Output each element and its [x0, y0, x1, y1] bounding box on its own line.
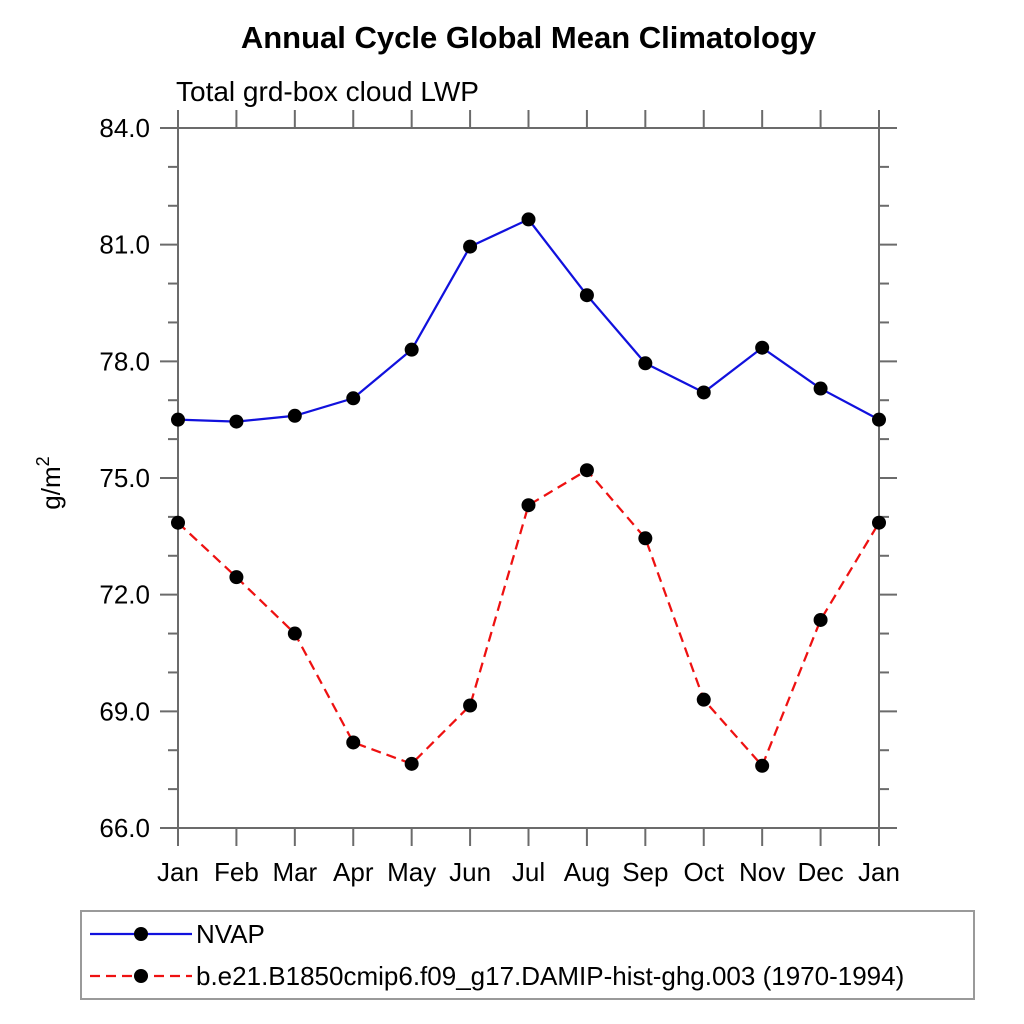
data-point-marker	[463, 698, 478, 713]
legend-sample-marker	[134, 927, 148, 941]
legend: NVAP b.e21.B1850cmip6.f09_g17.DAMIP-hist…	[80, 910, 975, 1000]
legend-label-nvap: NVAP	[196, 918, 265, 949]
data-point-marker	[813, 612, 828, 627]
data-point-marker	[579, 288, 594, 303]
x-tick-label: Dec	[797, 857, 843, 887]
y-tick-label: 81.0	[99, 230, 150, 260]
y-tick-label: 66.0	[99, 813, 150, 843]
legend-label-model: b.e21.B1850cmip6.f09_g17.DAMIP-hist-ghg.…	[196, 960, 905, 991]
y-axis-ticks	[160, 127, 897, 829]
data-point-marker	[521, 498, 536, 513]
x-tick-label: Aug	[564, 857, 610, 887]
x-tick-label: Apr	[333, 857, 374, 887]
x-axis-ticks	[177, 110, 880, 846]
data-point-marker	[171, 412, 185, 427]
x-axis-tick-labels: Jan Feb Mar Apr May Jun Jul Aug Sep Oct Nov Dec Jan	[157, 857, 900, 887]
x-tick-label: Jul	[512, 857, 545, 887]
x-tick-label: Sep	[622, 857, 668, 887]
data-point-marker	[813, 381, 828, 396]
y-tick-label: 78.0	[99, 346, 150, 376]
y-axis-label: g/m2	[33, 456, 66, 509]
x-tick-label: Oct	[684, 857, 725, 887]
data-point-marker	[696, 385, 711, 400]
legend-item-model: b.e21.B1850cmip6.f09_g17.DAMIP-hist-ghg.…	[88, 955, 973, 997]
chart-title: Annual Cycle Global Mean Climatology	[240, 20, 817, 55]
data-point-marker	[696, 692, 711, 707]
data-point-marker	[463, 239, 478, 254]
x-tick-label: Feb	[214, 857, 259, 887]
x-tick-label: Nov	[739, 857, 785, 887]
data-point-marker	[638, 531, 653, 546]
data-point-marker	[755, 758, 770, 773]
x-tick-label: Mar	[272, 857, 317, 887]
data-point-marker	[404, 756, 419, 771]
x-tick-label: Jan	[858, 857, 900, 887]
x-tick-label: Jan	[157, 857, 199, 887]
data-point-marker	[755, 340, 770, 355]
legend-line-sample-model	[88, 966, 194, 986]
x-tick-label: May	[387, 857, 436, 887]
data-point-marker	[171, 515, 185, 530]
legend-sample-svg	[90, 969, 192, 983]
y-axis-tick-labels: 84.0 81.0 78.0 75.0 72.0 69.0 66.0	[99, 113, 150, 843]
data-point-marker	[229, 414, 244, 429]
chart-subtitle: Total grd-box cloud LWP	[176, 76, 479, 107]
data-point-marker	[229, 570, 244, 585]
legend-item-nvap: NVAP	[88, 913, 973, 955]
nvap-series	[171, 212, 886, 429]
data-point-marker	[346, 735, 361, 750]
y-tick-label: 75.0	[99, 463, 150, 493]
legend-sample-marker	[134, 969, 148, 983]
series-line	[177, 468, 880, 768]
series-line	[177, 217, 880, 423]
model-series	[171, 463, 886, 773]
y-tick-label: 84.0	[99, 113, 150, 143]
data-point-marker	[346, 391, 361, 406]
data-point-marker	[638, 356, 653, 371]
data-point-marker	[872, 412, 886, 427]
data-point-marker	[521, 212, 536, 227]
legend-sample-svg	[90, 927, 192, 941]
y-tick-label: 72.0	[99, 580, 150, 610]
x-tick-label: Jun	[449, 857, 491, 887]
data-point-marker	[287, 408, 302, 423]
y-tick-label: 69.0	[99, 696, 150, 726]
data-point-marker	[579, 463, 594, 478]
legend-line-sample-nvap	[88, 924, 194, 944]
data-point-marker	[404, 342, 419, 357]
data-point-marker	[872, 515, 886, 530]
data-point-marker	[287, 626, 302, 641]
plot-frame	[177, 127, 880, 829]
